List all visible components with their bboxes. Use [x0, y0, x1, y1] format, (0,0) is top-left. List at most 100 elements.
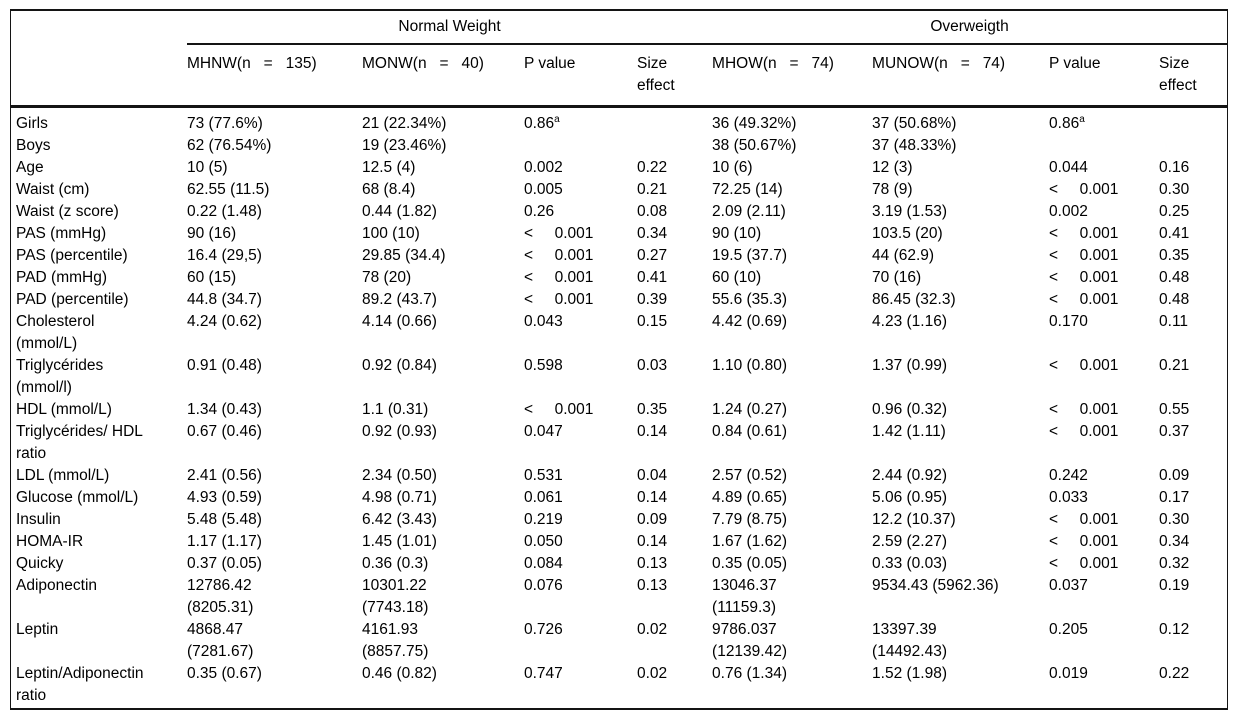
table-cell: 0.03 [637, 357, 668, 374]
column-header-spacer [11, 44, 187, 108]
table-cell: 16.4 (29,5) [187, 247, 262, 264]
table-cell: 0.09 [637, 511, 668, 528]
table-cell: < 0.001 [1049, 247, 1119, 264]
table-cell: 0.15 [637, 313, 668, 330]
table-cell: 4161.93 (8857.75) [362, 621, 429, 660]
row-label: Age [16, 159, 44, 176]
table-cell: 4.98 (0.71) [362, 489, 437, 506]
table-cell: 10301.22 (7743.18) [362, 577, 429, 616]
table-cell: 0.747 [524, 665, 563, 682]
table-row: Triglycérides (mmol/l) 0.91 (0.48) 0.92 (0… [11, 355, 1227, 399]
table-cell: 6.42 (3.43) [362, 511, 437, 528]
table-cell: 90 (10) [712, 225, 762, 242]
table-cell: 44.8 (34.7) [187, 291, 262, 308]
table-cell: 0.04 [637, 467, 668, 484]
table-cell: 0.16 [1159, 159, 1190, 176]
table-cell: 1.1 (0.31) [362, 401, 429, 418]
table-cell: 19 (23.46%) [362, 137, 447, 154]
table-cell: < 0.001 [524, 225, 594, 242]
table-row: Cholesterol (mmol/L) 4.24 (0.62) 4.14 (0.6… [11, 311, 1227, 355]
table-cell: 60 (10) [712, 269, 762, 286]
table-cell: 37 (48.33%) [872, 137, 957, 154]
table-cell: 0.34 [637, 225, 668, 242]
table-cell: 2.44 (0.92) [872, 467, 947, 484]
table-cell: < 0.001 [1049, 423, 1119, 440]
table-cell: 0.205 [1049, 621, 1088, 638]
table-cell: 0.86a [524, 113, 560, 132]
table-cell: 78 (9) [872, 181, 913, 198]
column-header: Size effect [637, 44, 713, 108]
table-cell: 68 (8.4) [362, 181, 416, 198]
table-cell: 55.6 (35.3) [712, 291, 787, 308]
table-cell: 0.17 [1159, 489, 1190, 506]
table-cell: 9534.43 (5962.36) [872, 577, 999, 594]
table-row: Waist (z score) 0.22 (1.48) 0.44 (1.82) 0.2… [11, 201, 1227, 223]
table-cell: < 0.001 [1049, 181, 1119, 198]
table-cell: 0.002 [1049, 203, 1088, 220]
row-label: LDL (mmol/L) [16, 467, 110, 484]
table-cell: 5.06 (0.95) [872, 489, 947, 506]
table-cell: 72.25 (14) [712, 181, 783, 198]
table-cell: 0.35 (0.05) [712, 555, 787, 572]
table-row: Boys 62 (76.54%) 19 (23.46%) 38 (50.67%) 37 … [11, 135, 1227, 157]
table-cell: 100 (10) [362, 225, 420, 242]
table-cell: 0.019 [1049, 665, 1088, 682]
table-cell: 73 (77.6%) [187, 115, 263, 132]
table-cell: 0.033 [1049, 489, 1088, 506]
table-cell: 0.219 [524, 511, 563, 528]
table-cell: 0.92 (0.93) [362, 423, 437, 440]
table-cell: < 0.001 [1049, 555, 1119, 572]
table-header: Normal Weight Overweigth MHNW(n = 135) MON… [11, 11, 1227, 108]
column-header: Size effect [1159, 44, 1227, 108]
table-cell: < 0.001 [1049, 269, 1119, 286]
table-cell: 37 (50.68%) [872, 115, 957, 132]
table-cell: 13046.37 (11159.3) [712, 577, 777, 616]
row-label: Insulin [16, 511, 61, 528]
table-cell: 0.34 [1159, 533, 1190, 550]
row-label: Waist (z score) [16, 203, 119, 220]
table-cell [637, 135, 712, 157]
column-header: MONW(n = 40) [362, 44, 524, 108]
table-row: PAS (mmHg) 90 (16) 100 (10) < 0.001 0.34 90 (… [11, 223, 1227, 245]
table-cell: 90 (16) [187, 225, 237, 242]
table-cell: 0.21 [637, 181, 668, 198]
table-cell: 0.037 [1049, 577, 1088, 594]
table-cell: 0.005 [524, 181, 563, 198]
row-label: PAS (mmHg) [16, 225, 107, 242]
table-cell: 2.41 (0.56) [187, 467, 262, 484]
table-cell: 0.22 [1159, 665, 1190, 682]
table-cell: 0.44 (1.82) [362, 203, 437, 220]
table-cell: 0.084 [524, 555, 563, 572]
table-cell: 86.45 (32.3) [872, 291, 956, 308]
table-cell: 0.11 [1159, 313, 1189, 330]
table-cell: 2.09 (2.11) [712, 203, 786, 220]
table-cell: 9786.037 (12139.42) [712, 621, 788, 660]
group-header-row: Normal Weight Overweigth [11, 11, 1227, 45]
footnote-marker: a [554, 113, 560, 125]
row-label: Triglycérides/ HDL ratio [16, 423, 143, 462]
table-cell [1049, 135, 1159, 157]
table-cell: 1.17 (1.17) [187, 533, 262, 550]
row-label: Triglycérides (mmol/l) [16, 357, 104, 396]
table-cell [637, 107, 712, 136]
table-cell: 0.30 [1159, 181, 1190, 198]
table-cell: 0.076 [524, 577, 563, 594]
table-cell: < 0.001 [1049, 533, 1119, 550]
table-cell: 0.02 [637, 665, 668, 682]
table-row: PAS (percentile) 16.4 (29,5) 29.85 (34.4) <… [11, 245, 1227, 267]
table-cell: 2.34 (0.50) [362, 467, 437, 484]
table-cell: 0.35 [1159, 247, 1190, 264]
table-cell: 12.2 (10.37) [872, 511, 956, 528]
table-cell: 1.45 (1.01) [362, 533, 437, 550]
row-label: PAD (mmHg) [16, 269, 107, 286]
table-cell: 0.02 [637, 621, 668, 638]
column-header: MHOW(n = 74) [712, 44, 873, 108]
table-cell: 29.85 (34.4) [362, 247, 446, 264]
group-header-cell: Normal Weight [187, 11, 713, 45]
column-header: MUNOW(n = 74) [872, 44, 1050, 108]
row-label: PAD (percentile) [16, 291, 129, 308]
table-cell: 4868.47 (7281.67) [187, 621, 254, 660]
table-cell: < 0.001 [524, 247, 594, 264]
table-cell: 4.42 (0.69) [712, 313, 787, 330]
row-label: HOMA-IR [16, 533, 84, 550]
